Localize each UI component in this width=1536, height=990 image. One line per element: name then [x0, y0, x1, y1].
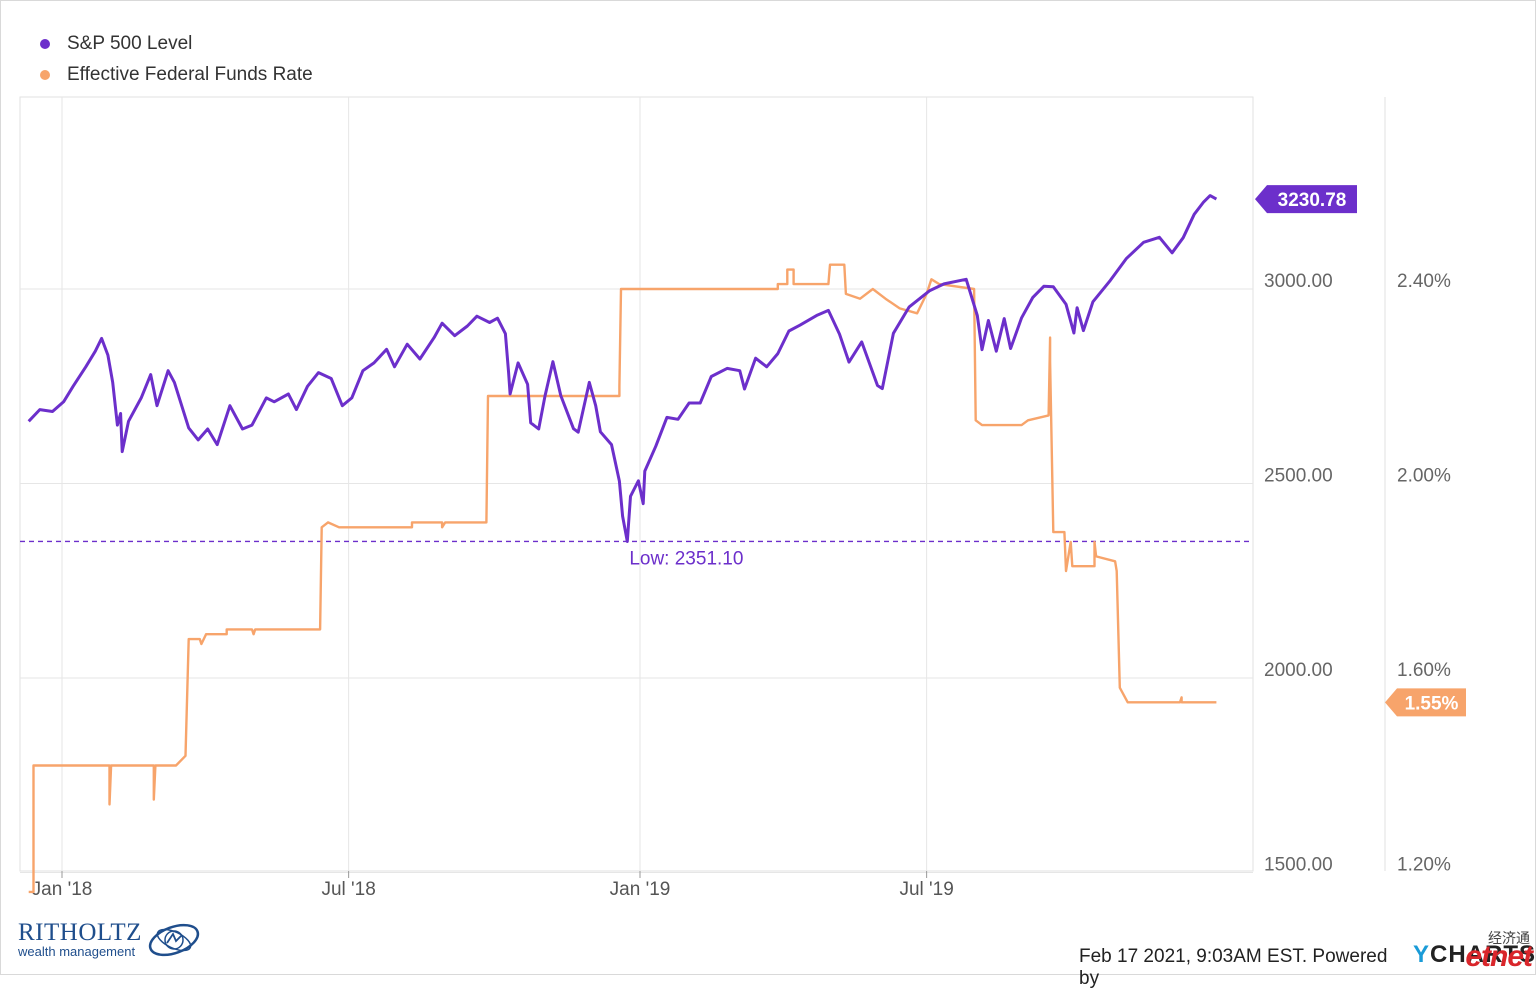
legend: S&P 500 Level Effective Federal Funds Ra…	[40, 28, 313, 90]
etnet-watermark: 经济通 etnet	[1452, 928, 1536, 975]
ritholtz-wordmark: RITHOLTZ wealth management	[18, 919, 142, 959]
ritholtz-branding: RITHOLTZ wealth management	[18, 917, 202, 963]
right-axis-tick-label: 2.40%	[1397, 271, 1451, 292]
legend-item-sp500[interactable]: S&P 500 Level	[40, 28, 313, 59]
x-axis-tick-label: Jan '18	[32, 879, 93, 900]
legend-label-sp500: S&P 500 Level	[67, 32, 193, 54]
right-axis-tick-label: 1.20%	[1397, 855, 1451, 876]
low-annotation-label: Low: 2351.10	[629, 548, 743, 569]
x-axis-tick-label: Jul '18	[321, 879, 375, 900]
left-axis-tick-label: 2500.00	[1264, 466, 1333, 487]
sp500-last-value-badge-bg	[1255, 185, 1357, 214]
footer-attribution: Feb 17 2021, 9:03AM EST. Powered by YCHA…	[1079, 941, 1536, 990]
sp500-last-value-badge-label: 3230.78	[1278, 190, 1347, 211]
ycharts-logo-rest: CHARTS	[1430, 941, 1536, 968]
sp500-legend-dot-icon	[40, 38, 50, 49]
x-axis-tick-label: Jan '19	[610, 879, 671, 900]
x-axis-tick-label: Jul '19	[899, 879, 953, 900]
legend-label-fed-funds: Effective Federal Funds Rate	[67, 63, 313, 85]
brand-name: RITHOLTZ	[18, 919, 142, 946]
right-axis-tick-label: 1.60%	[1397, 660, 1451, 681]
footer-timestamp: Feb 17 2021, 9:03AM EST. Powered by	[1079, 946, 1388, 989]
ycharts-logo-y: Y	[1412, 941, 1430, 968]
ritholtz-logo-icon	[148, 923, 200, 957]
brand-subtitle: wealth management	[18, 944, 136, 959]
watermark-logo: etnet	[1465, 940, 1533, 973]
left-axis-tick-label: 2000.00	[1264, 660, 1333, 681]
ycharts-logo[interactable]: YCHARTS	[1413, 941, 1536, 969]
legend-item-fed-funds[interactable]: Effective Federal Funds Rate	[40, 59, 313, 90]
fed-funds-legend-dot-icon	[40, 69, 50, 80]
left-axis-tick-label: 1500.00	[1264, 855, 1333, 876]
right-axis-tick-label: 2.00%	[1397, 466, 1451, 487]
watermark-chinese-text: 经济通	[1488, 930, 1530, 946]
fed-funds-last-value-badge-label: 1.55%	[1405, 693, 1459, 714]
sp500-line	[27, 194, 1218, 543]
fed-funds-last-value-badge-bg	[1385, 688, 1466, 717]
left-axis-tick-label: 3000.00	[1264, 271, 1333, 292]
fed-funds-rate-line	[28, 263, 1217, 894]
